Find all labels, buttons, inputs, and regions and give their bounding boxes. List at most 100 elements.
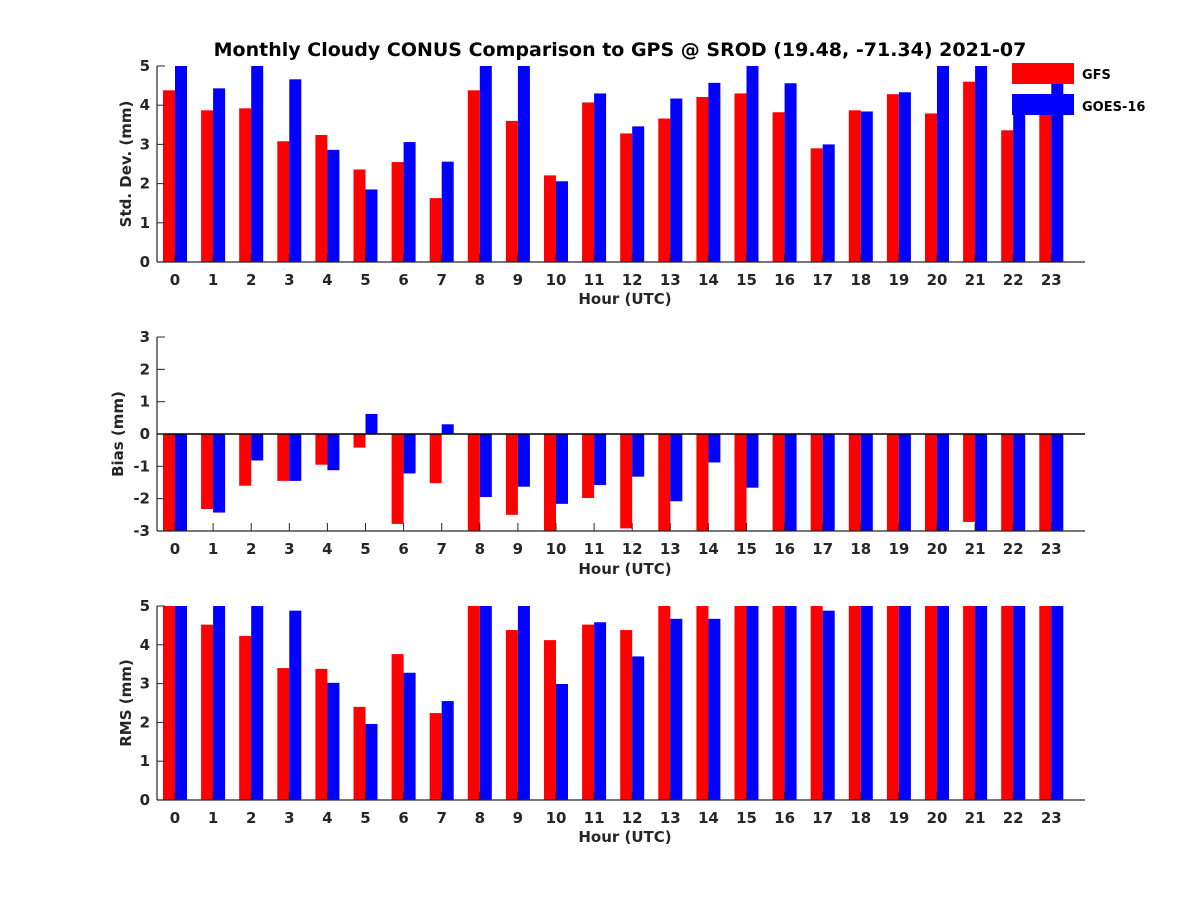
std-dev-bar-gfs-15: [734, 93, 747, 262]
rms-xtick-label: 18: [850, 809, 871, 827]
rms-xtick-label: 6: [398, 809, 408, 827]
rms-ytick-label: 5: [140, 597, 150, 615]
bias-bar-goes16-11: [594, 434, 607, 486]
std-dev-ytick-label: 5: [140, 57, 150, 75]
std-dev-bar-goes16-1: [213, 88, 226, 262]
bias-bar-gfs-18: [848, 434, 861, 531]
rms-xtick-label: 19: [888, 809, 909, 827]
rms-bar-gfs-21: [963, 606, 976, 800]
bias-xtick-label: 17: [812, 540, 833, 558]
rms-bar-goes16-4: [327, 682, 340, 800]
legend-swatch-goes16: [1012, 94, 1074, 115]
std-dev-bars: [163, 66, 1064, 262]
bias-bar-gfs-13: [658, 434, 671, 531]
std-dev-bar-goes16-5: [365, 189, 378, 262]
std-dev-bar-gfs-2: [239, 108, 252, 262]
rms-bar-goes16-20: [937, 606, 949, 800]
bias-bar-gfs-6: [391, 434, 404, 524]
rms-xtick-label: 17: [812, 809, 833, 827]
bias-xtick-label: 16: [774, 540, 795, 558]
bias-bar-goes16-0: [175, 434, 187, 531]
bias-bar-gfs-3: [277, 434, 290, 481]
std-dev-ytick-label: 4: [140, 96, 150, 114]
std-dev-bar-goes16-13: [670, 98, 683, 262]
rms-xtick-label: 10: [546, 809, 567, 827]
bias-bar-goes16-4: [327, 434, 340, 471]
bias-bar-gfs-11: [582, 434, 595, 499]
rms-xtick-label: 5: [360, 809, 370, 827]
std-dev-bar-goes16-14: [708, 82, 721, 262]
rms-xtick-label: 7: [436, 809, 446, 827]
legend-label-gfs: GFS: [1082, 68, 1111, 83]
std-dev-bar-gfs-16: [772, 112, 785, 262]
std-dev-xtick-label: 21: [965, 271, 986, 289]
std-dev-xtick-label: 0: [170, 271, 180, 289]
std-dev-bar-goes16-10: [556, 181, 568, 262]
bias-bar-gfs-17: [810, 434, 823, 531]
std-dev-xtick-label: 6: [398, 271, 408, 289]
bias-bar-goes16-20: [937, 434, 949, 531]
std-dev-bar-gfs-14: [696, 96, 709, 262]
bias-xtick-label: 5: [360, 540, 370, 558]
bias-bar-gfs-20: [925, 434, 937, 531]
std-dev-xtick-label: 22: [1003, 271, 1024, 289]
std-dev-xtick-label: 17: [812, 271, 833, 289]
rms-bar-goes16-5: [365, 723, 378, 800]
rms-bar-gfs-19: [886, 606, 899, 800]
std-dev-xtick-label: 12: [622, 271, 643, 289]
rms-bar-goes16-14: [708, 618, 721, 800]
std-dev-bar-gfs-11: [582, 102, 595, 262]
rms-xtick-label: 3: [284, 809, 294, 827]
std-dev-xtick-label: 13: [660, 271, 681, 289]
bias-bar-goes16-16: [784, 434, 797, 531]
rms-xtick-label: 8: [475, 809, 485, 827]
std-dev-xtick-label: 8: [475, 271, 485, 289]
bias-xtick-label: 7: [436, 540, 446, 558]
std-dev-bar-gfs-6: [391, 162, 404, 262]
legend: GFS GOES-16: [1012, 63, 1145, 115]
rms-ytick-label: 3: [140, 675, 150, 693]
rms-bar-gfs-0: [163, 606, 175, 800]
std-dev-bar-gfs-5: [353, 169, 366, 262]
std-dev-bar-gfs-8: [467, 90, 480, 262]
std-dev-bar-gfs-13: [658, 118, 671, 262]
bias-xtick-label: 12: [622, 540, 643, 558]
std-dev-bar-gfs-22: [1001, 130, 1014, 262]
std-dev-ylabel: Std. Dev. (mm): [117, 101, 135, 228]
std-dev-bar-goes16-6: [403, 142, 416, 262]
rms-bar-gfs-6: [391, 654, 404, 800]
std-dev-xtick-label: 15: [736, 271, 757, 289]
rms-bar-goes16-0: [175, 606, 187, 800]
std-dev-xtick-label: 11: [584, 271, 605, 289]
std-dev-bar-gfs-9: [505, 120, 518, 262]
std-dev-bar-goes16-16: [784, 83, 797, 262]
bias-xtick-label: 14: [698, 540, 719, 558]
std-dev-bar-goes16-17: [822, 144, 835, 262]
bias-xtick-label: 2: [246, 540, 256, 558]
rms-bar-gfs-4: [315, 668, 328, 800]
rms-bar-goes16-8: [479, 606, 492, 800]
bias-bar-goes16-13: [670, 434, 683, 502]
rms-bar-goes16-19: [898, 606, 911, 800]
std-dev-bar-gfs-4: [315, 134, 328, 262]
bias-xtick-label: 6: [398, 540, 408, 558]
bias-ylabel: Bias (mm): [109, 391, 127, 477]
bias-bar-gfs-22: [1001, 434, 1014, 531]
std-dev-bar-goes16-11: [594, 93, 607, 262]
bias-ytick-label: -1: [133, 457, 150, 475]
bias-xtick-label: 20: [927, 540, 948, 558]
bias-bar-goes16-19: [898, 434, 911, 531]
std-dev-bar-gfs-7: [429, 198, 442, 262]
rms-xtick-label: 12: [622, 809, 643, 827]
bias-xtick-label: 0: [170, 540, 180, 558]
rms-bar-goes16-22: [1013, 606, 1026, 800]
bias-xtick-label: 23: [1041, 540, 1062, 558]
bias-xtick-label: 13: [660, 540, 681, 558]
std-dev-xtick-label: 19: [888, 271, 909, 289]
std-dev-bar-goes16-22: [1013, 105, 1026, 262]
bias-xtick-label: 4: [322, 540, 332, 558]
rms-xtick-label: 0: [170, 809, 180, 827]
